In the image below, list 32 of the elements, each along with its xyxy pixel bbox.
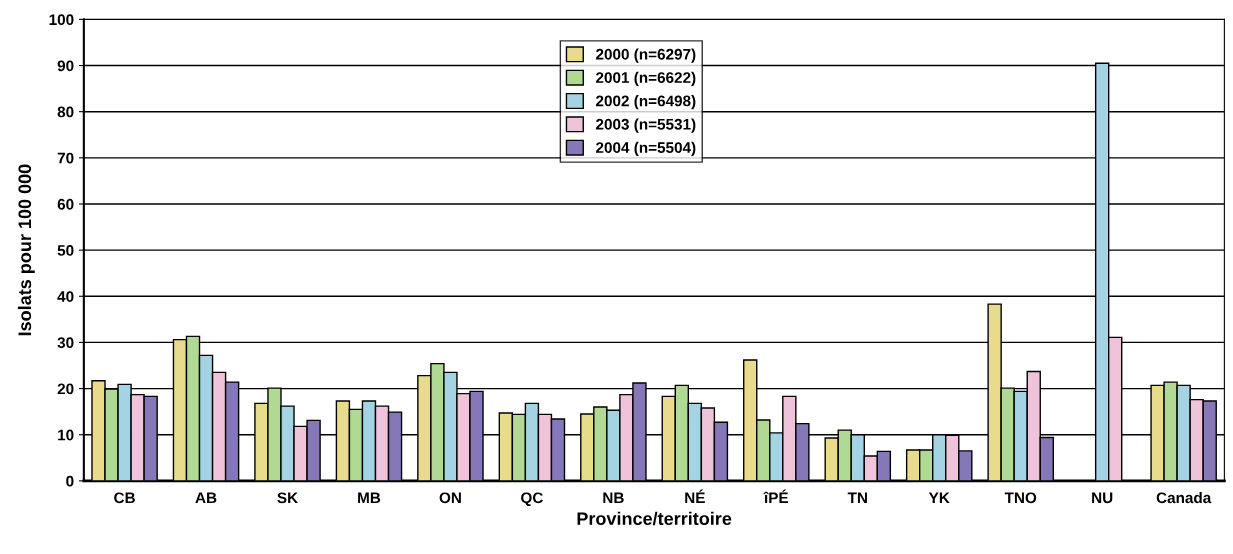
y-tick-label: 0 [66,475,74,487]
x-tick-label: ON [439,492,461,504]
y-tick-label: 50 [57,245,74,256]
x-tick-label: QC [521,492,543,507]
x-tick-label: YK [928,492,950,504]
y-tick-label: 100 [49,14,74,26]
x-tick-label: TN [847,492,867,504]
legend-label: 2001 (n=6622) [596,71,696,87]
y-tick-label: 60 [57,198,74,210]
x-tick-label: MB [358,492,381,504]
y-tick-label: 80 [57,106,74,118]
legend-label: 2003 (n=5531) [596,118,696,133]
legend-label: 2004 (n=5504) [596,141,696,157]
y-tick-label: 40 [57,291,74,302]
y-axis-title: Isolats pour 100 000 [17,164,35,336]
x-tick-label: AB [195,492,217,504]
legend-label: 2000 (n=6297) [596,48,696,63]
x-tick-label: Canada [1156,491,1212,504]
x-tick-label: SK [277,492,298,504]
x-tick-label: îPÉ [763,489,789,504]
x-tick-label: TNO [1004,492,1037,504]
y-tick-label: 90 [57,60,74,72]
x-tick-label: CB [114,492,135,504]
y-tick-label: 70 [57,152,74,164]
x-axis-title: Province/territoire [577,511,732,526]
legend-label: 2002 (n=6498) [596,95,696,110]
y-tick-label: 10 [58,429,74,441]
y-tick-label: 20 [57,383,74,395]
x-tick-label: NU [1092,492,1113,504]
y-tick-label: 30 [57,337,74,349]
x-tick-label: NÉ [685,489,705,504]
x-tick-label: NB [603,492,624,504]
